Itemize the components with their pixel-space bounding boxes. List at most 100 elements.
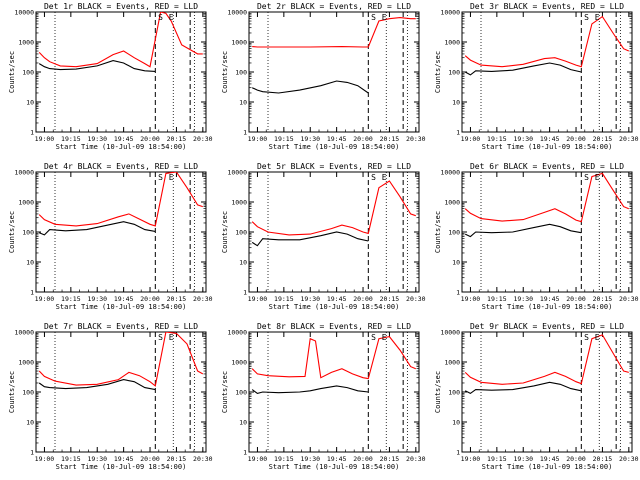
y-tick-label: 10000: [14, 9, 34, 17]
x-tick-label: 19:15: [61, 295, 81, 303]
y-axis-label: Counts/sec: [434, 371, 442, 413]
x-tick-label: 19:30: [300, 455, 320, 463]
x-tick-label: 20:00: [140, 295, 160, 303]
y-tick-label: 10000: [14, 169, 34, 177]
y-axis-label: Counts/sec: [434, 211, 442, 253]
x-tick-label: 19:00: [461, 295, 481, 303]
y-tick-label: 100: [448, 229, 460, 237]
x-axis-label: Start Time (10-Jul-09 18:54:00): [482, 303, 613, 311]
x-tick-label: 19:45: [327, 135, 347, 143]
y-axis-label: Counts/sec: [8, 51, 16, 93]
x-axis-label: Start Time (10-Jul-09 18:54:00): [56, 463, 187, 471]
x-tick-label: 20:15: [167, 135, 187, 143]
y-tick-label: 1000: [444, 199, 460, 207]
x-tick-label: 20:30: [406, 295, 426, 303]
x-tick-label: 20:30: [619, 455, 639, 463]
marker-e: E: [169, 333, 174, 342]
x-axis-label: Start Time (10-Jul-09 18:54:00): [269, 143, 400, 151]
x-tick-label: 20:30: [406, 455, 426, 463]
y-tick-label: 100: [22, 389, 34, 397]
x-tick-label: 19:45: [114, 455, 134, 463]
panel-title: Det 6r BLACK = Events, RED = LLD: [470, 162, 624, 171]
x-axis-label: Start Time (10-Jul-09 18:54:00): [482, 143, 613, 151]
x-tick-label: 19:30: [87, 455, 107, 463]
series-line-lld: [251, 335, 417, 380]
y-tick-label: 10: [452, 419, 460, 427]
y-tick-label: 1: [30, 449, 34, 457]
x-tick-label: 20:15: [593, 295, 613, 303]
y-tick-label: 1000: [18, 199, 34, 207]
marker-e: E: [382, 333, 387, 342]
x-tick-label: 19:30: [513, 295, 533, 303]
y-tick-label: 100: [448, 389, 460, 397]
panel-title: Det 2r BLACK = Events, RED = LLD: [257, 2, 411, 11]
x-tick-label: 19:00: [35, 295, 55, 303]
x-tick-label: 19:15: [274, 455, 294, 463]
marker-s: S: [158, 333, 163, 342]
y-tick-label: 100: [22, 229, 34, 237]
y-tick-label: 100: [448, 69, 460, 77]
y-tick-label: 1000: [444, 39, 460, 47]
x-tick-label: 20:00: [140, 135, 160, 143]
panel-det-5r: Det 5r BLACK = Events, RED = LLD 1 10 100 10…: [221, 162, 426, 311]
x-tick-label: 19:00: [248, 135, 268, 143]
x-axis-label: Start Time (10-Jul-09 18:54:00): [56, 143, 187, 151]
marker-e: E: [595, 333, 600, 342]
x-tick-label: 20:15: [380, 455, 400, 463]
panel-det-6r: Det 6r BLACK = Events, RED = LLD 1 10 100 10…: [434, 162, 639, 311]
x-tick-label: 19:15: [274, 135, 294, 143]
panel-det-1r: Det 1r BLACK = Events, RED = LLD 1 10 100 10…: [8, 2, 213, 151]
series-line-events: [251, 231, 369, 247]
series-line-events: [251, 385, 369, 394]
panel-title: Det 3r BLACK = Events, RED = LLD: [470, 2, 624, 11]
y-axis-label: Counts/sec: [8, 211, 16, 253]
x-tick-label: 19:00: [35, 455, 55, 463]
y-tick-label: 1: [456, 129, 460, 137]
x-tick-label: 20:30: [193, 295, 213, 303]
series-line-events: [38, 221, 156, 236]
marker-s: S: [158, 173, 163, 182]
y-tick-label: 1: [243, 289, 247, 297]
x-tick-label: 19:30: [87, 135, 107, 143]
x-tick-label: 20:30: [406, 135, 426, 143]
y-tick-label: 10000: [227, 329, 247, 337]
y-tick-label: 1: [243, 129, 247, 137]
marker-s: S: [584, 13, 589, 22]
x-tick-label: 19:45: [540, 135, 560, 143]
x-tick-label: 20:00: [353, 455, 373, 463]
y-tick-label: 100: [235, 389, 247, 397]
y-tick-label: 10: [26, 259, 34, 267]
x-tick-label: 19:45: [327, 295, 347, 303]
x-tick-label: 20:00: [566, 135, 586, 143]
y-tick-label: 1000: [18, 359, 34, 367]
x-tick-label: 20:15: [380, 295, 400, 303]
y-tick-label: 10000: [14, 329, 34, 337]
y-tick-label: 10000: [440, 329, 460, 337]
series-line-events: [251, 80, 369, 94]
x-axis-label: Start Time (10-Jul-09 18:54:00): [482, 463, 613, 471]
x-tick-label: 19:45: [540, 455, 560, 463]
x-tick-label: 19:15: [487, 135, 507, 143]
y-axis-label: Counts/sec: [221, 51, 229, 93]
x-tick-label: 19:30: [300, 295, 320, 303]
x-tick-label: 19:45: [540, 295, 560, 303]
x-tick-label: 19:00: [35, 135, 55, 143]
series-line-events: [464, 381, 582, 395]
y-axis-label: Counts/sec: [8, 371, 16, 413]
y-tick-label: 10: [26, 99, 34, 107]
y-tick-label: 10000: [227, 169, 247, 177]
marker-e: E: [595, 173, 600, 182]
marker-e: E: [169, 13, 174, 22]
x-tick-label: 19:30: [300, 135, 320, 143]
panel-det-2r: Det 2r BLACK = Events, RED = LLD 1 10 100 10…: [221, 2, 426, 151]
x-tick-label: 19:15: [61, 135, 81, 143]
x-tick-label: 20:00: [353, 295, 373, 303]
x-tick-label: 19:30: [513, 135, 533, 143]
y-tick-label: 10: [239, 259, 247, 267]
x-tick-label: 19:30: [87, 295, 107, 303]
panel-title: Det 9r BLACK = Events, RED = LLD: [470, 322, 624, 331]
x-tick-label: 19:45: [114, 295, 134, 303]
panel-det-4r: Det 4r BLACK = Events, RED = LLD 1 10 100 10…: [8, 162, 213, 311]
y-tick-label: 1000: [231, 199, 247, 207]
